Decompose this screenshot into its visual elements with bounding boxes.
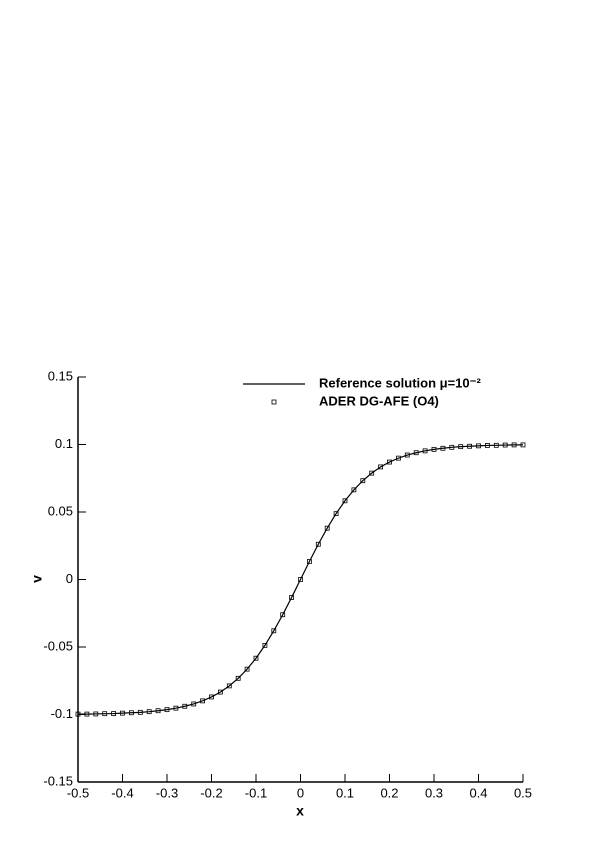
- data-marker: [493, 442, 499, 448]
- data-marker: [476, 443, 481, 449]
- data-marker: [315, 541, 321, 547]
- x-tick-label: -0.1: [245, 785, 267, 800]
- data-marker: [84, 711, 90, 717]
- data-line: [78, 444, 523, 715]
- data-marker: [484, 443, 490, 448]
- data-marker: [93, 711, 99, 717]
- data-marker: [182, 703, 188, 709]
- data-marker: [511, 442, 517, 448]
- data-marker: [164, 707, 170, 713]
- data-marker: [440, 445, 446, 451]
- data-marker: [520, 442, 526, 448]
- data-marker: [289, 595, 295, 600]
- data-marker: [120, 710, 125, 716]
- x-tick-label: 0.2: [380, 785, 398, 800]
- data-marker: [422, 448, 428, 454]
- data-marker: [217, 689, 223, 695]
- data-marker: [306, 559, 312, 564]
- data-marker: [146, 709, 152, 715]
- data-marker: [191, 701, 197, 707]
- y-tick-label: 0.1: [55, 436, 73, 451]
- data-marker: [128, 710, 134, 716]
- data-marker: [209, 694, 214, 700]
- legend-label: Reference solution μ=10⁻²: [319, 375, 482, 390]
- y-axis-label: v: [29, 575, 45, 583]
- x-tick-label: 0.3: [425, 785, 443, 800]
- y-tick-label: 0: [66, 571, 73, 586]
- x-tick-label: 0.4: [469, 785, 487, 800]
- data-marker: [200, 698, 206, 704]
- x-tick-label: -0.4: [111, 785, 133, 800]
- data-marker: [226, 683, 232, 689]
- data-marker: [280, 612, 286, 618]
- x-axis-label: x: [296, 803, 304, 819]
- data-marker: [324, 525, 330, 531]
- data-marker: [387, 459, 392, 465]
- y-tick-label: -0.15: [43, 773, 73, 788]
- data-marker: [244, 666, 250, 672]
- data-marker: [75, 711, 81, 717]
- data-marker: [155, 708, 161, 714]
- data-marker: [395, 455, 401, 461]
- data-marker: [253, 655, 259, 661]
- data-marker: [298, 577, 303, 582]
- data-marker: [404, 452, 410, 458]
- data-marker: [137, 709, 143, 715]
- data-marker: [413, 450, 419, 456]
- x-tick-label: 0: [297, 785, 304, 800]
- data-marker: [378, 464, 384, 470]
- data-marker: [449, 444, 455, 450]
- x-tick-label: -0.5: [67, 785, 89, 800]
- x-tick-label: 0.1: [336, 785, 354, 800]
- x-tick-label: -0.3: [156, 785, 178, 800]
- y-tick-label: -0.05: [43, 638, 73, 653]
- y-tick-label: 0.15: [48, 368, 73, 383]
- data-marker: [262, 642, 268, 648]
- data-marker: [111, 711, 116, 716]
- data-marker: [467, 443, 473, 449]
- legend-marker: [271, 399, 277, 405]
- y-tick-label: -0.1: [51, 706, 73, 721]
- data-marker: [351, 487, 357, 493]
- legend-label: ADER DG-AFE (O4): [319, 393, 439, 408]
- data-marker: [173, 705, 179, 711]
- y-tick-label: 0.05: [48, 503, 73, 518]
- data-marker: [102, 711, 108, 717]
- data-marker: [342, 498, 348, 504]
- data-marker: [502, 442, 508, 448]
- data-marker: [458, 444, 464, 450]
- data-marker: [271, 628, 277, 634]
- data-marker: [369, 470, 375, 476]
- data-marker: [360, 478, 366, 484]
- x-tick-label: 0.5: [514, 785, 532, 800]
- data-marker: [333, 511, 339, 517]
- data-marker: [431, 446, 437, 452]
- data-marker: [235, 675, 241, 681]
- x-tick-label: -0.2: [200, 785, 222, 800]
